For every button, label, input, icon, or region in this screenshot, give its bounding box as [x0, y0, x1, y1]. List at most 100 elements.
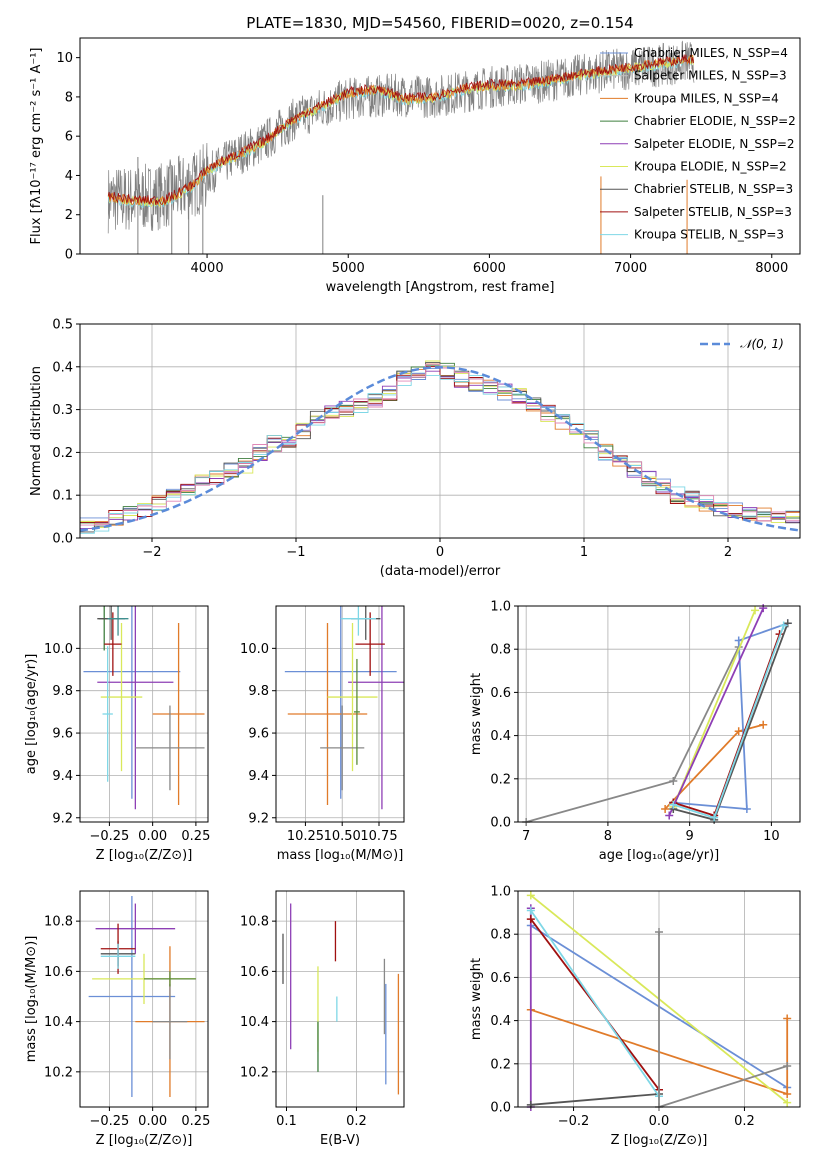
series-marker: [526, 891, 535, 900]
x-tick-label: 0.2: [734, 1114, 755, 1129]
series-marker: [526, 915, 535, 924]
figure-title: PLATE=1830, MJD=54560, FIBERID=0020, z=0…: [246, 14, 633, 32]
series-marker: [734, 636, 743, 645]
series-marker: [655, 928, 663, 937]
errorbars-layer: [284, 606, 404, 810]
x-tick-label: −2: [142, 545, 161, 560]
legend-label: Chabrier ELODIE, N_SSP=2: [634, 114, 796, 128]
series-marker: [759, 604, 768, 613]
errorbars-layer: [282, 903, 400, 1095]
x-tick-label: 0: [436, 545, 444, 560]
x-axis-label: wavelength [Angstrom, rest frame]: [326, 280, 555, 295]
y-tick-label: 10: [56, 51, 73, 66]
y-tick-label: 1.0: [490, 885, 511, 900]
x-tick-label: 0.25: [181, 829, 210, 844]
y-tick-label: 10.6: [44, 965, 73, 980]
y-tick-label: 10.2: [240, 1065, 269, 1080]
y-tick-label: 0.2: [490, 772, 511, 787]
y-axis-label: Flux [fλ10⁻¹⁷ erg cm⁻² s⁻¹ A⁻¹]: [29, 48, 44, 245]
legend-label: Kroupa ELODIE, N_SSP=2: [634, 160, 787, 174]
chart-age_vs_Z: −0.25 0.00 0.25 9.2 9.4 9.6 9.8 10.0 Z [log₁₀(Z/…: [24, 605, 210, 863]
x-tick-label: 9: [686, 829, 694, 844]
histogram-step: [80, 366, 800, 524]
axes-frame: [517, 890, 801, 1108]
y-tick-label: 0: [65, 248, 73, 263]
histogram-layer: [80, 360, 800, 534]
series-marker: [759, 720, 768, 729]
y-tick-label: 10.4: [240, 1015, 269, 1030]
x-tick-label: 8: [604, 829, 612, 844]
y-tick-label: 0.2: [490, 1057, 511, 1072]
y-tick-label: 0.3: [52, 403, 73, 418]
axes-frame: [275, 890, 405, 1108]
series-line: [672, 609, 756, 808]
series-marker: [661, 805, 670, 814]
x-tick-label: 0.1: [276, 1114, 297, 1129]
legend-label: Salpeter STELIB, N_SSP=3: [634, 205, 792, 219]
series-marker: [783, 1061, 792, 1070]
y-axis-label: mass [log₁₀(M/M⊙)]: [24, 936, 39, 1063]
x-tick-label: 0.00: [138, 829, 167, 844]
x-tick-label: −1: [286, 545, 305, 560]
y-tick-label: 9.2: [248, 811, 269, 826]
x-tick-label: 4000: [191, 261, 224, 276]
chart-residuals: −2 −1 0 1 2 0.0 0.1 0.2 0.3 0.4 0.5 (data-model)/er…: [29, 318, 801, 579]
chart-cum_weight_vs_Z: −0.2 0.0 0.2 0.0 0.2 0.4 0.6 0.8 1.0 Z [log₁₀(Z/Z…: [469, 885, 801, 1148]
y-axis-label: mass weight: [469, 958, 484, 1040]
y-tick-label: 9.4: [52, 769, 73, 784]
axes-frame: [79, 323, 801, 539]
axes-frame: [517, 605, 801, 823]
y-tick-label: 0.5: [52, 318, 73, 333]
y-tick-label: 1.0: [490, 600, 511, 615]
y-tick-label: 0.0: [490, 816, 511, 831]
series-marker: [734, 727, 743, 736]
series-marker: [669, 800, 678, 809]
y-tick-label: 0.6: [490, 971, 511, 986]
x-axis-label: age [log₁₀(age/yr)]: [599, 848, 720, 863]
y-tick-label: 6: [65, 130, 73, 145]
y-tick-label: 9.6: [52, 727, 73, 742]
x-axis-label: Z [log₁₀(Z/Z⊙)]: [96, 848, 193, 863]
axes-frame: [79, 890, 209, 1108]
legend-label: Chabrier MILES, N_SSP=4: [634, 46, 788, 60]
x-tick-label: 5000: [332, 261, 365, 276]
series-line: [673, 622, 789, 821]
series-marker: [783, 1098, 792, 1107]
legend-label: Salpeter ELODIE, N_SSP=2: [634, 137, 795, 151]
series-line: [673, 622, 788, 810]
series-marker: [710, 813, 719, 822]
series-marker: [783, 1014, 792, 1023]
series-line: [530, 1093, 660, 1106]
legend-label: Kroupa STELIB, N_SSP=3: [634, 228, 784, 242]
y-tick-label: 0.0: [52, 532, 73, 547]
errorbars-layer: [83, 606, 205, 810]
y-tick-label: 10.0: [240, 642, 269, 657]
y-tick-label: 0.8: [490, 928, 511, 943]
y-tick-label: 9.2: [52, 811, 73, 826]
y-axis-label: Normed distribution: [29, 366, 44, 496]
y-tick-label: 9.8: [52, 684, 73, 699]
chart-mass_vs_Z: −0.25 0.00 0.25 10.2 10.4 10.6 10.8 Z [log₁₀(Z/…: [24, 890, 210, 1148]
x-tick-label: 10: [763, 829, 780, 844]
x-tick-label: −0.25: [89, 1114, 129, 1129]
chart-spectrum: 4000 5000 6000 7000 8000 0 2 4 6 8 10 wavelength [A…: [29, 37, 801, 295]
x-axis-label: (data-model)/error: [380, 564, 501, 579]
y-tick-label: 10.6: [240, 965, 269, 980]
series-line: [668, 607, 765, 816]
series-marker: [669, 776, 678, 785]
x-axis-label: Z [log₁₀(Z/Z⊙)]: [96, 1133, 193, 1148]
x-tick-label: 8000: [755, 261, 788, 276]
x-tick-label: 10.25: [287, 829, 324, 844]
y-tick-label: 8: [65, 90, 73, 105]
legend-label: Salpeter MILES, N_SSP=3: [634, 69, 787, 83]
axes-frame: [79, 37, 801, 255]
series-marker: [526, 1100, 535, 1109]
histogram-step: [80, 372, 800, 534]
x-tick-label: −0.2: [558, 1114, 590, 1129]
series-marker: [783, 619, 792, 628]
x-axis-label: Z [log₁₀(Z/Z⊙)]: [611, 1133, 708, 1148]
y-tick-label: 0.8: [490, 643, 511, 658]
x-axis-label: mass [log₁₀(M/M⊙)]: [277, 848, 404, 863]
legend-label: 𝒩(0, 1): [740, 337, 784, 351]
